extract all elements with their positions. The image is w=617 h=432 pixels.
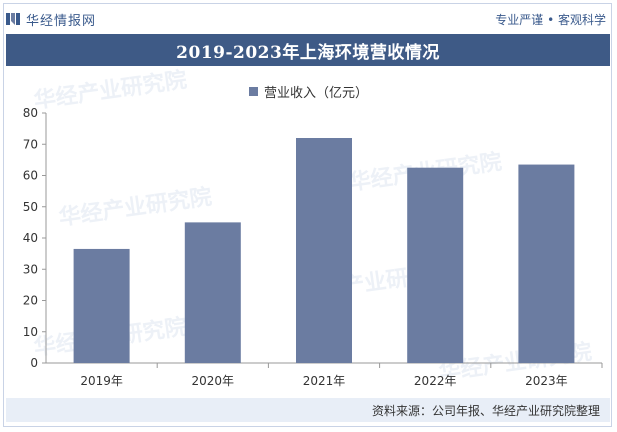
x-tick-label: 2019年 [80,374,123,388]
y-tick-label: 70 [23,137,38,151]
brand-name: 华经情报网 [26,13,97,29]
bar-1 [73,248,130,363]
y-tick-label: 50 [23,200,38,214]
x-tick-label: 2021年 [303,374,346,388]
chart-title: 2019-2023年上海环境营收情况 [6,34,610,66]
brand: 华经情报网 [6,10,96,29]
bar-5 [518,164,575,363]
y-tick-label: 60 [23,169,38,183]
top-bar: 华经情报网 专业严谨 • 客观科学 [6,6,610,32]
y-tick-label: 30 [23,262,38,276]
legend-swatch [248,87,258,96]
x-tick-label: 2023年 [525,374,568,388]
chart-labels: 2019年 2020年 2021年 2022年 2023年 [80,374,567,388]
legend-label: 营业收入（亿元） [263,86,368,101]
y-tick-label: 80 [23,106,38,120]
chart-bars [73,138,575,363]
y-tick-label: 10 [23,325,38,339]
bar-2 [184,222,241,363]
logo-icon [6,13,20,25]
x-tick-label: 2020年 [192,374,235,388]
bar-4 [407,167,464,363]
chart-legend: 营业收入（亿元） [0,82,617,101]
chart-frame [3,3,612,427]
bar-3 [296,138,352,363]
y-tick-label: 40 [23,231,38,245]
source-note: 资料来源：公司年报、华经产业研究院整理 [371,403,600,418]
y-tick-label: 0 [30,356,38,370]
footer: 资料来源：公司年报、华经产业研究院整理 [6,398,610,422]
x-tick-label: 2022年 [414,374,457,388]
watermark-text: 华经产业研究院 [32,67,188,114]
y-tick-label: 20 [23,294,38,308]
slogan: 专业严谨 • 客观科学 [495,12,606,27]
